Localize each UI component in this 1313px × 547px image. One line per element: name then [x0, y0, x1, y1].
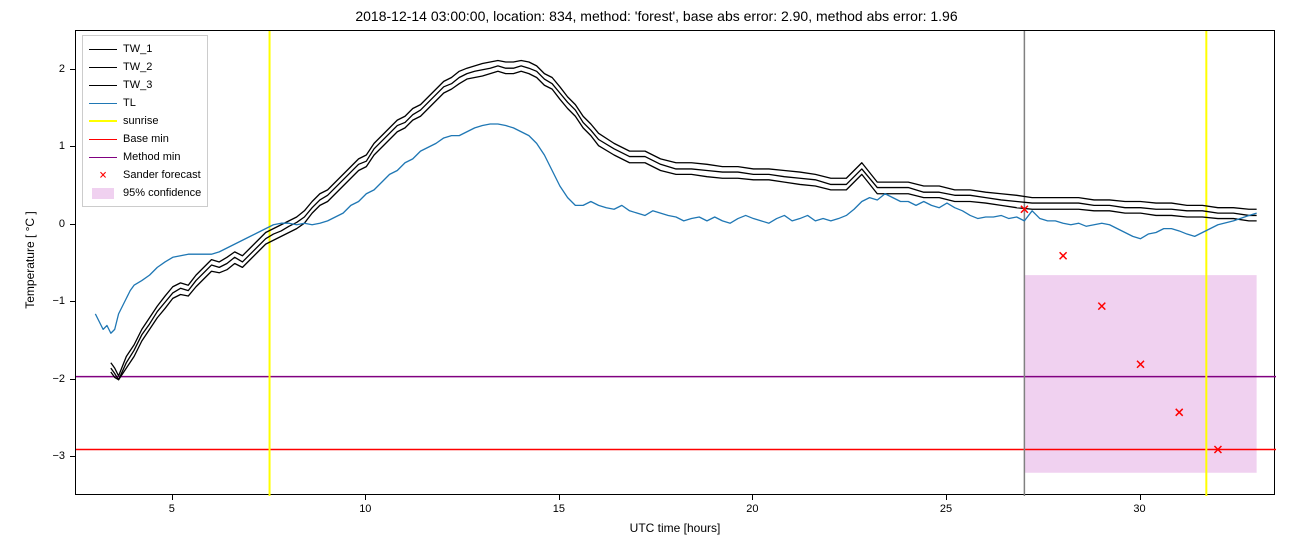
legend-label: TL: [123, 97, 136, 109]
legend-item: × Sander forecast: [89, 166, 201, 184]
x-tick-label: 20: [746, 503, 758, 515]
x-tick-mark: [172, 495, 173, 500]
x-tick-label: 30: [1133, 503, 1145, 515]
scatter-point: [1060, 252, 1067, 259]
x-tick-label: 10: [359, 503, 371, 515]
legend-label: Base min: [123, 133, 169, 145]
y-tick-mark: [70, 456, 75, 457]
legend-swatch: [89, 114, 117, 128]
plot-svg: [76, 31, 1276, 496]
x-tick-mark: [365, 495, 366, 500]
y-tick-label: 2: [35, 63, 65, 75]
legend-item: 95% confidence: [89, 184, 201, 202]
y-axis-label: Temperature [ °C ]: [23, 185, 37, 335]
legend-item: TL: [89, 94, 201, 112]
legend-label: TW_2: [123, 61, 152, 73]
legend-swatch: [89, 96, 117, 110]
legend-swatch: [89, 78, 117, 92]
legend-label: Method min: [123, 151, 180, 163]
legend-item: TW_2: [89, 58, 201, 76]
y-tick-mark: [70, 69, 75, 70]
figure: 2018-12-14 03:00:00, location: 834, meth…: [0, 0, 1313, 547]
x-tick-mark: [559, 495, 560, 500]
legend-swatch: [89, 186, 117, 200]
x-axis-label: UTC time [hours]: [75, 521, 1275, 535]
y-tick-mark: [70, 379, 75, 380]
y-tick-label: 0: [35, 218, 65, 230]
legend-item: TW_3: [89, 76, 201, 94]
legend-swatch: ×: [89, 168, 117, 182]
legend-swatch: [89, 60, 117, 74]
legend-swatch: [89, 132, 117, 146]
y-tick-mark: [70, 224, 75, 225]
plot-area: [75, 30, 1275, 495]
legend-item: Base min: [89, 130, 201, 148]
legend-swatch: [89, 150, 117, 164]
y-tick-label: 1: [35, 140, 65, 152]
legend-label: Sander forecast: [123, 169, 201, 181]
legend-label: 95% confidence: [123, 187, 201, 199]
y-tick-label: −2: [35, 373, 65, 385]
x-tick-mark: [752, 495, 753, 500]
legend-label: TW_3: [123, 79, 152, 91]
confidence-band: [1024, 275, 1256, 473]
x-tick-mark: [946, 495, 947, 500]
x-tick-label: 25: [940, 503, 952, 515]
legend: TW_1 TW_2 TW_3 TL sunrise Base min Method min ×…: [82, 35, 208, 207]
x-tick-label: 5: [169, 503, 175, 515]
legend-item: sunrise: [89, 112, 201, 130]
y-tick-label: −1: [35, 295, 65, 307]
legend-item: Method min: [89, 148, 201, 166]
legend-item: TW_1: [89, 40, 201, 58]
legend-label: sunrise: [123, 115, 158, 127]
y-tick-label: −3: [35, 450, 65, 462]
x-tick-label: 15: [553, 503, 565, 515]
x-tick-mark: [1140, 495, 1141, 500]
legend-swatch: [89, 42, 117, 56]
y-tick-mark: [70, 301, 75, 302]
y-tick-mark: [70, 146, 75, 147]
chart-title: 2018-12-14 03:00:00, location: 834, meth…: [0, 8, 1313, 24]
legend-label: TW_1: [123, 43, 152, 55]
